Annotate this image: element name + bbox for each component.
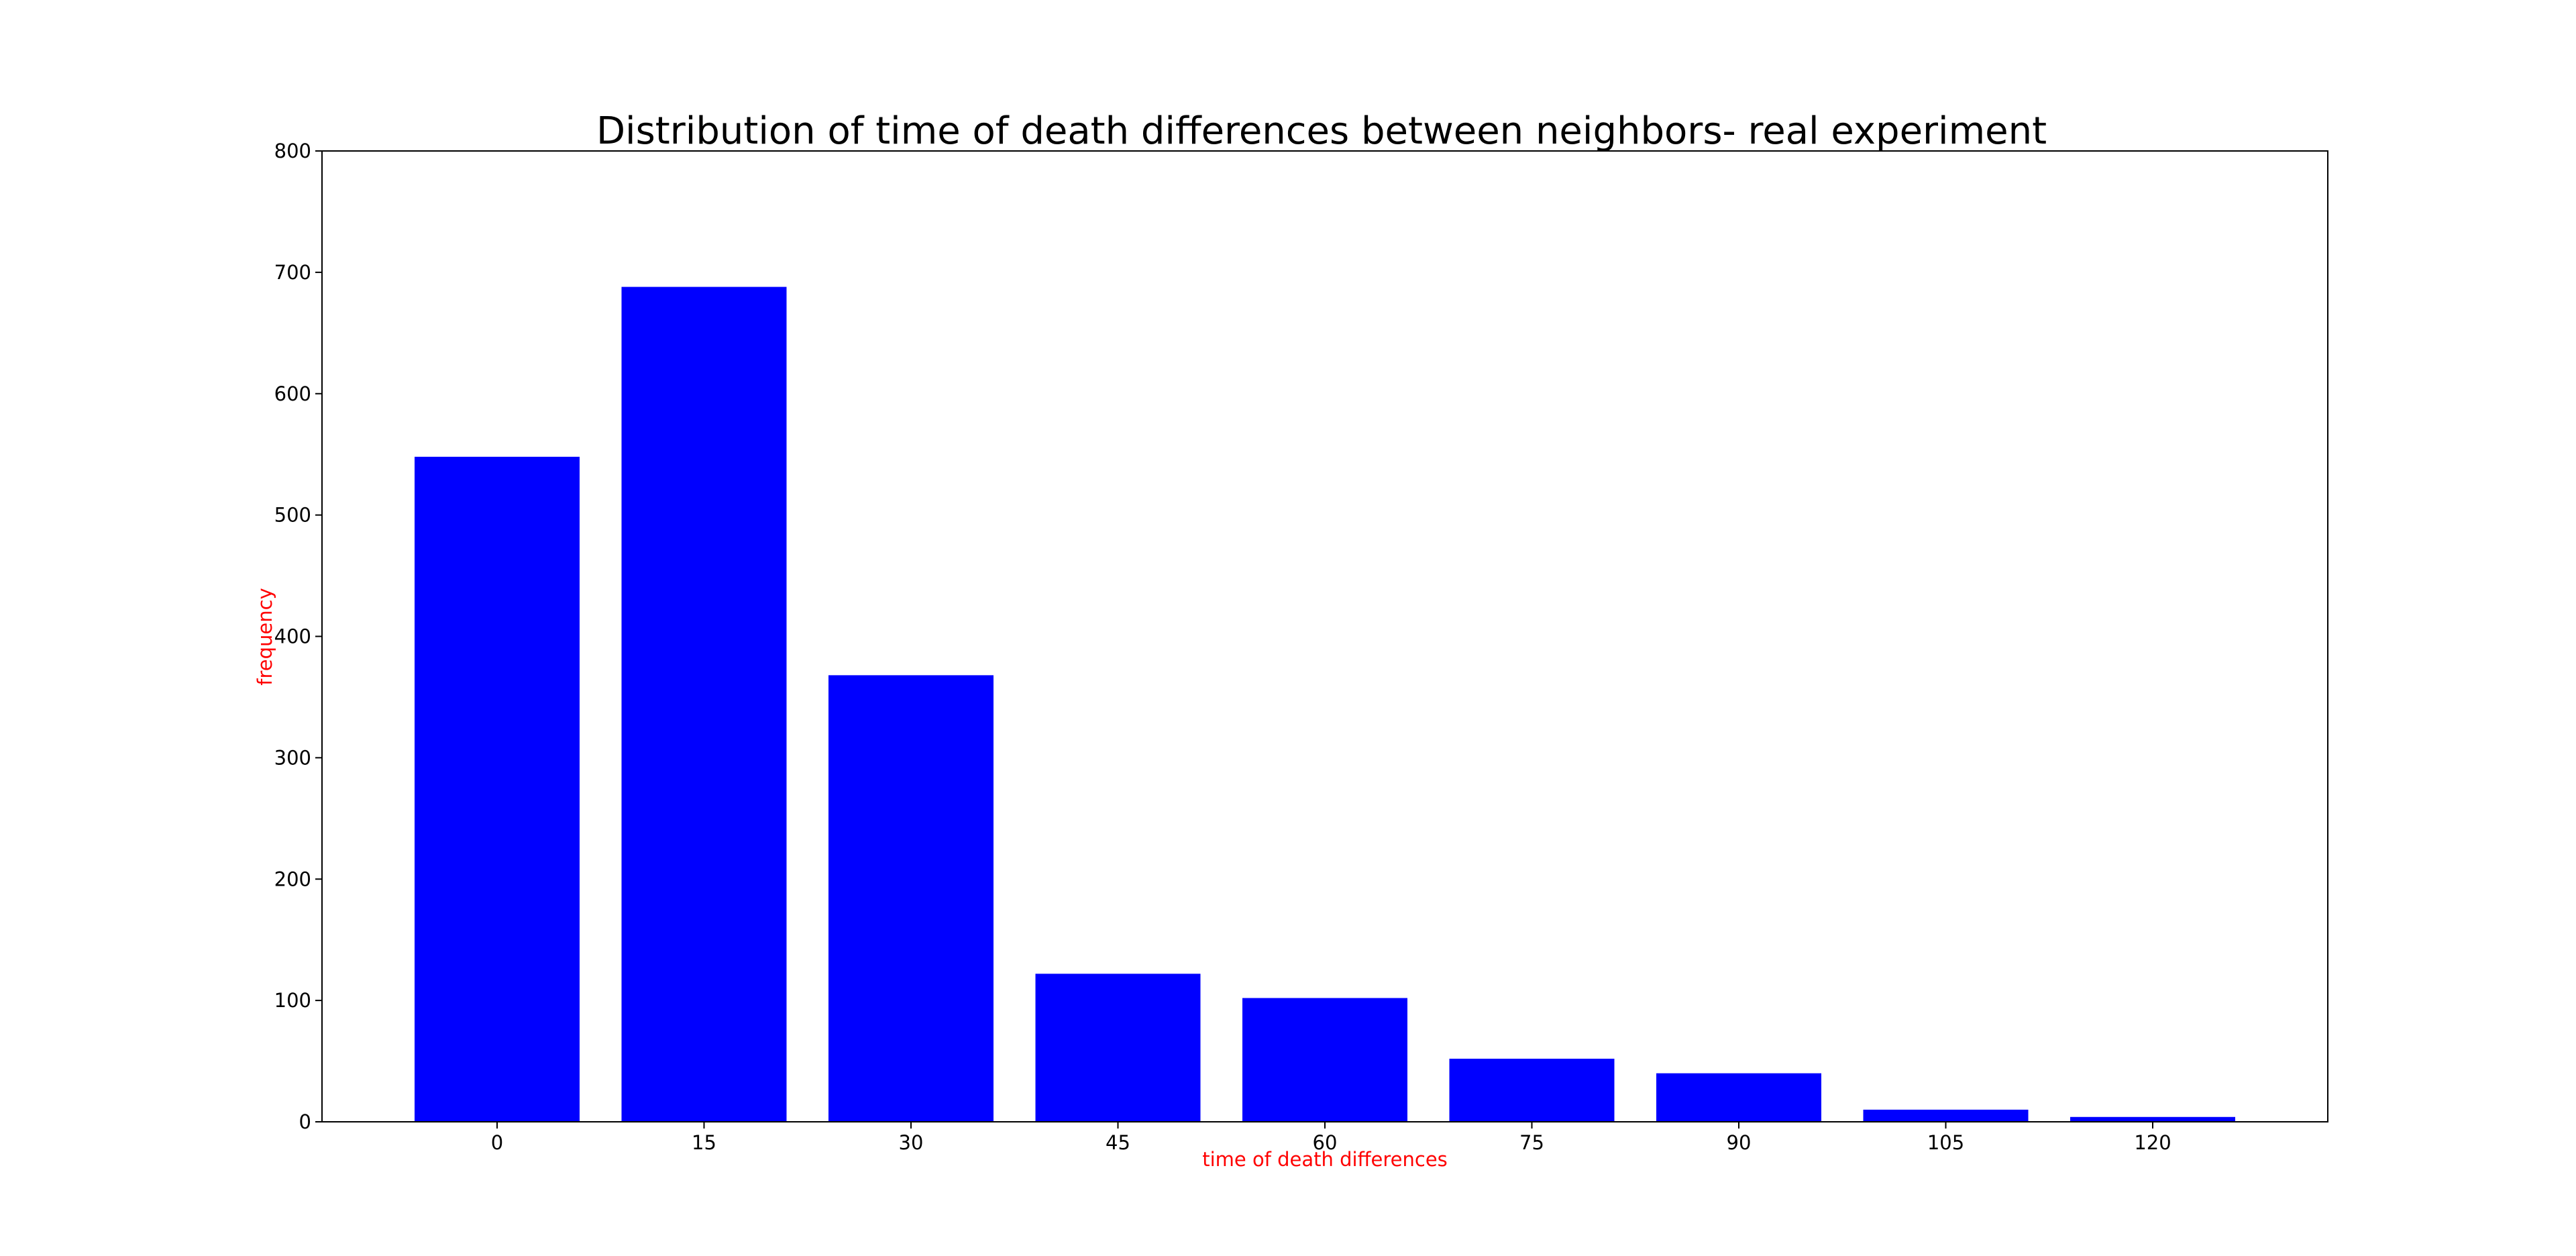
bar-30: [828, 675, 994, 1122]
y-tick-label: 200: [274, 868, 311, 890]
y-tick-label: 0: [299, 1110, 311, 1133]
x-axis-label: time of death differences: [1202, 1148, 1448, 1171]
x-tick-label: 45: [1106, 1131, 1130, 1154]
x-tick-label: 30: [899, 1131, 924, 1154]
y-tick-label: 800: [274, 140, 311, 162]
x-tick-label: 120: [2134, 1131, 2171, 1154]
y-axis: 0 100 200 300 400 500 600 700 800: [274, 140, 322, 1133]
bar-90: [1656, 1073, 1821, 1122]
x-tick-label: 15: [692, 1131, 716, 1154]
y-axis-label: frequency: [254, 588, 276, 685]
y-tick-label: 700: [274, 261, 311, 284]
x-tick-label: 0: [491, 1131, 503, 1154]
x-tick-label: 90: [1727, 1131, 1752, 1154]
x-tick-label: 60: [1313, 1131, 1338, 1154]
bar-60: [1242, 998, 1407, 1122]
y-tick-label: 400: [274, 625, 311, 648]
bar-105: [1863, 1109, 2029, 1122]
y-tick-label: 500: [274, 504, 311, 527]
bar-120: [2070, 1116, 2235, 1122]
y-tick-label: 600: [274, 382, 311, 405]
y-tick-label: 300: [274, 746, 311, 769]
x-tick-label: 75: [1519, 1131, 1544, 1154]
bar-15: [621, 286, 787, 1122]
chart-title: Distribution of time of death difference…: [596, 109, 2047, 153]
x-tick-label: 105: [1927, 1131, 1964, 1154]
bar-75: [1449, 1058, 1615, 1122]
bar-0: [415, 456, 580, 1122]
x-axis: 0 15 30 45 60 75 90 105 120: [491, 1122, 2171, 1154]
bars-group: [415, 286, 2235, 1122]
y-tick-label: 100: [274, 989, 311, 1012]
bar-45: [1035, 974, 1201, 1122]
